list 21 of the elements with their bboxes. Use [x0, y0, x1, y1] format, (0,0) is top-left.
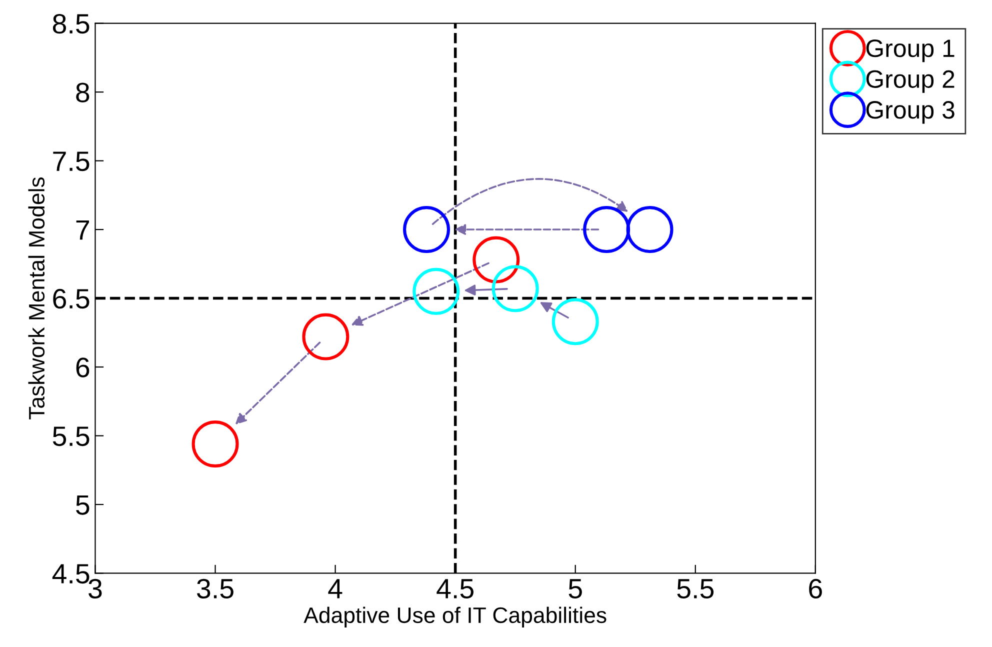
y-tick-label: 5	[76, 495, 90, 515]
y-tick-label: 6.5	[53, 288, 90, 309]
x-tick-label: 5.5	[677, 579, 714, 599]
y-tick-label: 4.5	[52, 564, 90, 584]
x-tick-label: 4	[328, 579, 342, 598]
legend-label: Group 2	[866, 70, 954, 93]
y-tick-label: 7.5	[53, 152, 90, 172]
y-tick-label: 6	[76, 358, 90, 378]
x-tick-label: 3.5	[197, 578, 234, 599]
legend-label: Group 3	[866, 101, 954, 124]
x-tick-label: 6	[809, 578, 822, 599]
y-tick-label: 7	[76, 220, 89, 240]
legend-label: Group 1	[866, 39, 954, 62]
y-tick-label: 8	[76, 82, 90, 102]
y-tick-label: 8.5	[52, 14, 90, 34]
x-axis-title: Adaptive Use of IT Capabilities	[304, 606, 606, 628]
y-tick-label: 5.5	[52, 426, 90, 446]
x-tick-label: 5	[568, 579, 582, 599]
x-tick-label: 3	[88, 578, 102, 599]
x-tick-label: 4.5	[436, 579, 474, 599]
y-axis-title: Taskwork Mental Models	[28, 177, 45, 420]
